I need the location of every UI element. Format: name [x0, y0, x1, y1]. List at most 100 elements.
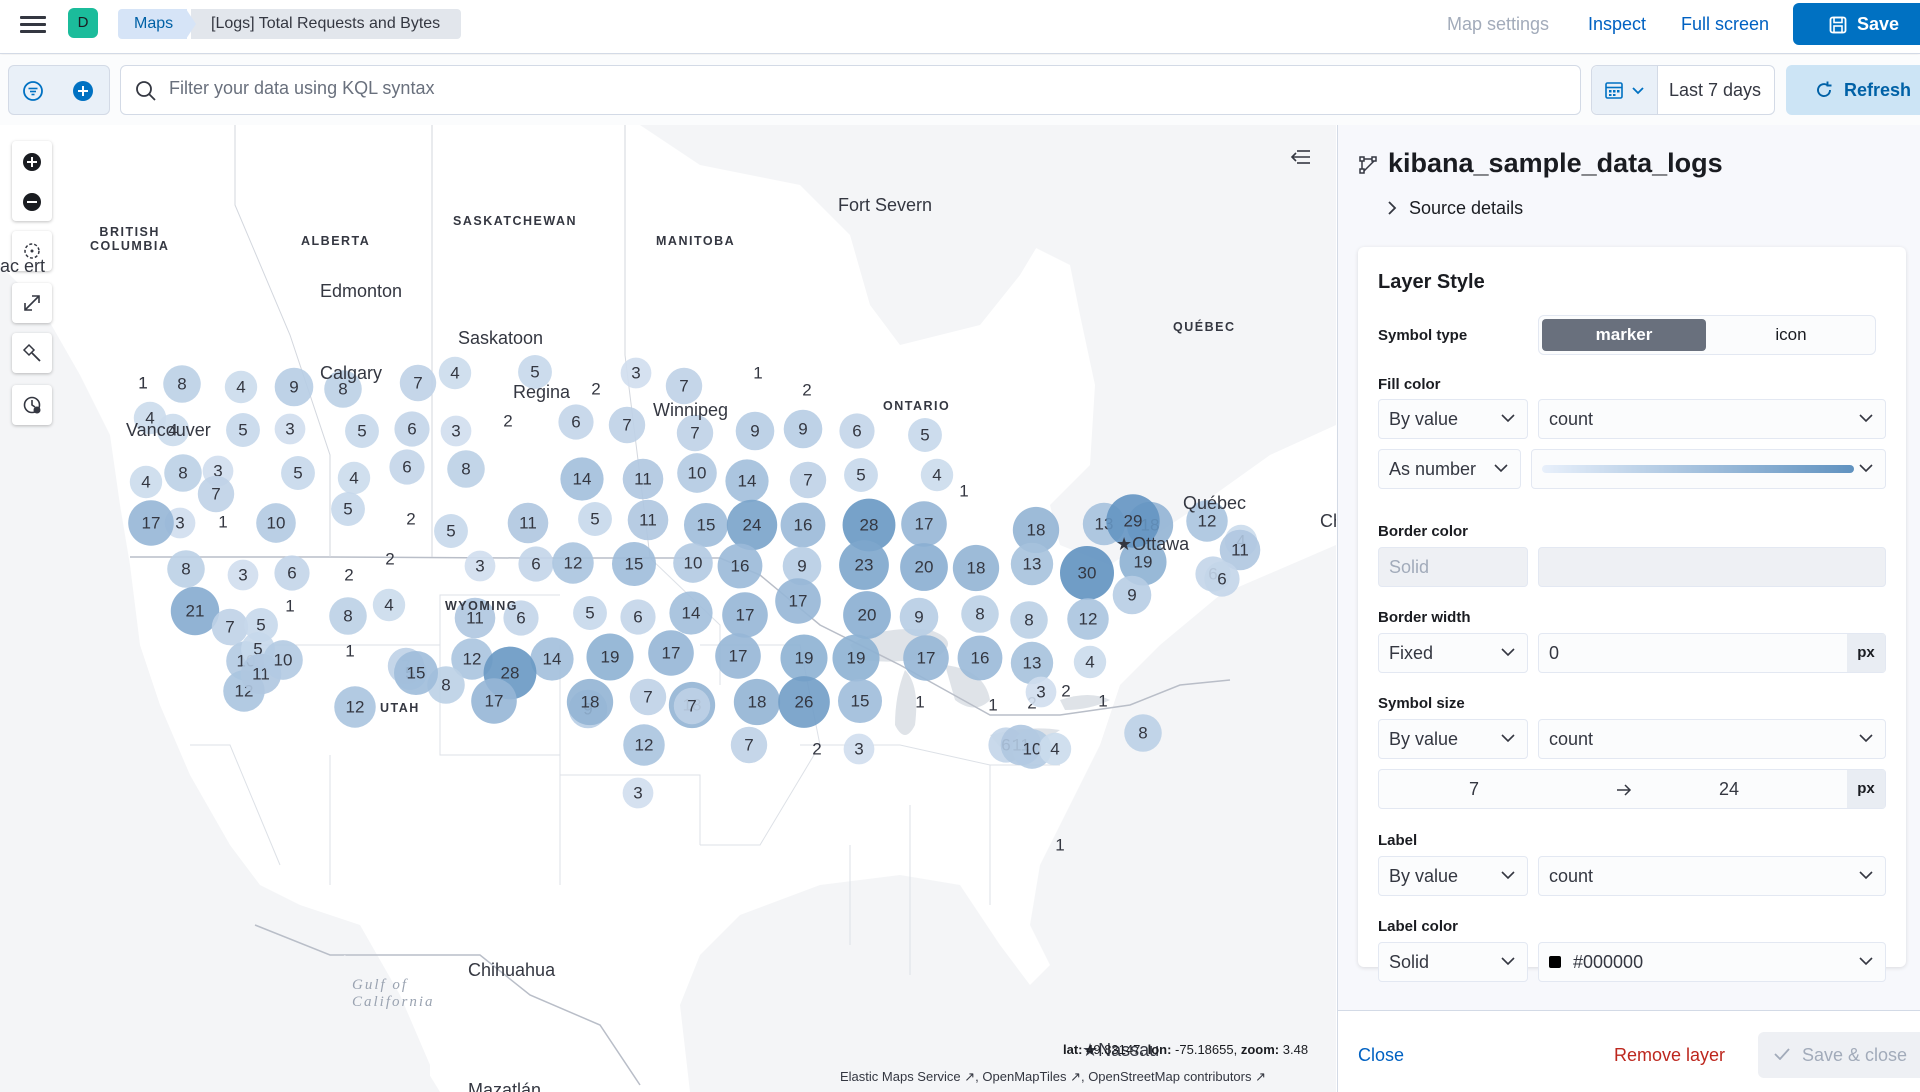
cluster-bubble[interactable]	[578, 502, 612, 536]
cluster-bubble[interactable]	[226, 413, 260, 447]
cluster-bubble[interactable]	[673, 543, 713, 583]
symbol-marker-option[interactable]: marker	[1542, 319, 1706, 351]
cluster-bubble[interactable]	[778, 676, 830, 728]
source-details-toggle[interactable]: Source details	[1388, 198, 1523, 219]
cluster-bubble[interactable]	[507, 502, 549, 544]
cluster-bubble[interactable]	[1010, 542, 1054, 586]
symbol-size-field-select[interactable]: count	[1538, 719, 1886, 759]
cluster-bubble[interactable]	[715, 633, 761, 679]
cluster-bubble[interactable]	[518, 355, 552, 389]
cluster-bubble[interactable]	[903, 635, 949, 681]
cluster-bubble[interactable]	[454, 597, 496, 639]
cluster-bubble[interactable]	[673, 687, 711, 725]
cluster-bubble[interactable]	[899, 597, 939, 637]
cluster-bubble[interactable]	[337, 461, 371, 495]
cluster-bubble[interactable]	[1067, 598, 1109, 640]
cluster-bubble[interactable]	[620, 357, 652, 389]
border-color-picker[interactable]	[1538, 547, 1886, 587]
cluster-bubble[interactable]	[961, 595, 999, 633]
cluster-bubble[interactable]	[244, 608, 278, 642]
add-filter-icon[interactable]	[71, 79, 95, 103]
save-button[interactable]: Save	[1793, 3, 1920, 45]
cluster-bubble[interactable]	[345, 414, 379, 448]
cluster-bubble[interactable]	[573, 596, 607, 630]
cluster-bubble[interactable]	[733, 678, 781, 726]
cluster-bubble[interactable]	[665, 367, 703, 405]
cluster-bubble[interactable]	[471, 678, 517, 724]
cluster-bubble[interactable]	[1025, 676, 1057, 708]
cluster-bubble[interactable]	[952, 544, 1000, 592]
cluster-bubble[interactable]	[1010, 641, 1054, 685]
border-width-input[interactable]: 0 px	[1538, 633, 1886, 673]
cluster-bubble[interactable]	[1124, 714, 1162, 752]
breadcrumb-maps[interactable]: Maps	[118, 9, 188, 39]
cluster-bubble[interactable]	[676, 414, 714, 452]
cluster-bubble[interactable]	[1106, 494, 1160, 548]
filter-menu-icon[interactable]	[21, 79, 45, 103]
hamburger-menu-icon[interactable]	[20, 13, 46, 39]
save-and-close-button[interactable]: Save & close	[1758, 1032, 1920, 1078]
cluster-bubble[interactable]	[334, 686, 376, 728]
cluster-bubble[interactable]	[566, 678, 614, 726]
cluster-bubble[interactable]	[722, 592, 768, 638]
cluster-bubble[interactable]	[629, 678, 667, 716]
cluster-bubble[interactable]	[451, 638, 493, 680]
full-screen-link[interactable]: Full screen	[1681, 14, 1770, 34]
kql-search-input[interactable]	[169, 78, 1549, 99]
cluster-bubble[interactable]	[1010, 601, 1048, 639]
cluster-bubble[interactable]	[324, 370, 362, 408]
cluster-bubble[interactable]	[648, 630, 694, 676]
cluster-bubble[interactable]	[1038, 732, 1072, 766]
border-color-mode-select[interactable]: Solid	[1378, 547, 1528, 587]
zoom-out-icon[interactable]	[22, 192, 42, 212]
symbol-icon-option[interactable]: icon	[1775, 325, 1807, 344]
cluster-bubble[interactable]	[908, 418, 942, 452]
cluster-bubble[interactable]	[128, 500, 174, 546]
cluster-bubble[interactable]	[622, 777, 654, 809]
label-field-select[interactable]: count	[1538, 856, 1886, 896]
symbol-size-mode-select[interactable]: By value	[1378, 719, 1528, 759]
cluster-bubble[interactable]	[503, 600, 539, 636]
cluster-bubble[interactable]	[1119, 538, 1167, 586]
attribution-link[interactable]: OpenStreetMap contributors	[1088, 1069, 1252, 1084]
cluster-bubble[interactable]	[620, 599, 656, 635]
cluster-bubble[interactable]	[839, 413, 875, 449]
cluster-bubble[interactable]	[957, 635, 1003, 681]
cluster-bubble[interactable]	[163, 365, 201, 403]
cluster-bubble[interactable]	[789, 461, 827, 499]
cluster-bubble[interactable]	[438, 356, 472, 390]
cluster-bubble[interactable]	[1012, 506, 1060, 554]
cluster-bubble[interactable]	[730, 726, 768, 764]
cluster-bubble[interactable]	[1073, 645, 1107, 679]
cluster-bubble[interactable]	[224, 370, 258, 404]
reset-view-button[interactable]	[12, 231, 52, 271]
quick-select-button[interactable]	[1592, 66, 1658, 114]
cluster-bubble[interactable]	[256, 503, 296, 543]
map-canvas[interactable]: 1 8 4 9 8 7 4 5 2 3 7 1 2 4 4 5 3 5 6 3 2 6 7 7 9 9 6 5 8 4 3 5 4 6 8 14 11 1…	[0, 125, 1336, 1092]
cluster-bubble[interactable]	[1060, 546, 1114, 600]
zoom-in-icon[interactable]	[22, 152, 42, 172]
remove-layer-button[interactable]: Remove layer	[1614, 1045, 1726, 1065]
cluster-bubble[interactable]	[725, 459, 769, 503]
cluster-bubble[interactable]	[227, 559, 259, 591]
cluster-bubble[interactable]	[608, 406, 646, 444]
cluster-bubble[interactable]	[1186, 500, 1228, 542]
color-ramp-select[interactable]	[1531, 449, 1886, 489]
cluster-bubble[interactable]	[558, 404, 594, 440]
fill-color-field-select[interactable]: count	[1538, 399, 1886, 439]
cluster-bubble[interactable]	[197, 475, 235, 513]
cluster-bubble[interactable]	[263, 640, 303, 680]
cluster-bubble[interactable]	[274, 367, 314, 407]
cluster-bubble[interactable]	[464, 550, 496, 582]
cluster-bubble[interactable]	[622, 458, 664, 500]
cluster-bubble[interactable]	[274, 555, 310, 591]
cluster-bubble[interactable]	[164, 454, 202, 492]
cluster-bubble[interactable]	[842, 498, 896, 552]
cluster-bubble[interactable]	[329, 597, 367, 635]
close-button[interactable]: Close	[1358, 1045, 1405, 1065]
cluster-bubble[interactable]	[669, 591, 713, 635]
inspect-link[interactable]: Inspect	[1588, 14, 1647, 34]
cluster-bubble[interactable]	[780, 502, 826, 548]
cluster-bubble[interactable]	[735, 411, 775, 451]
cluster-bubble[interactable]	[1012, 729, 1052, 769]
